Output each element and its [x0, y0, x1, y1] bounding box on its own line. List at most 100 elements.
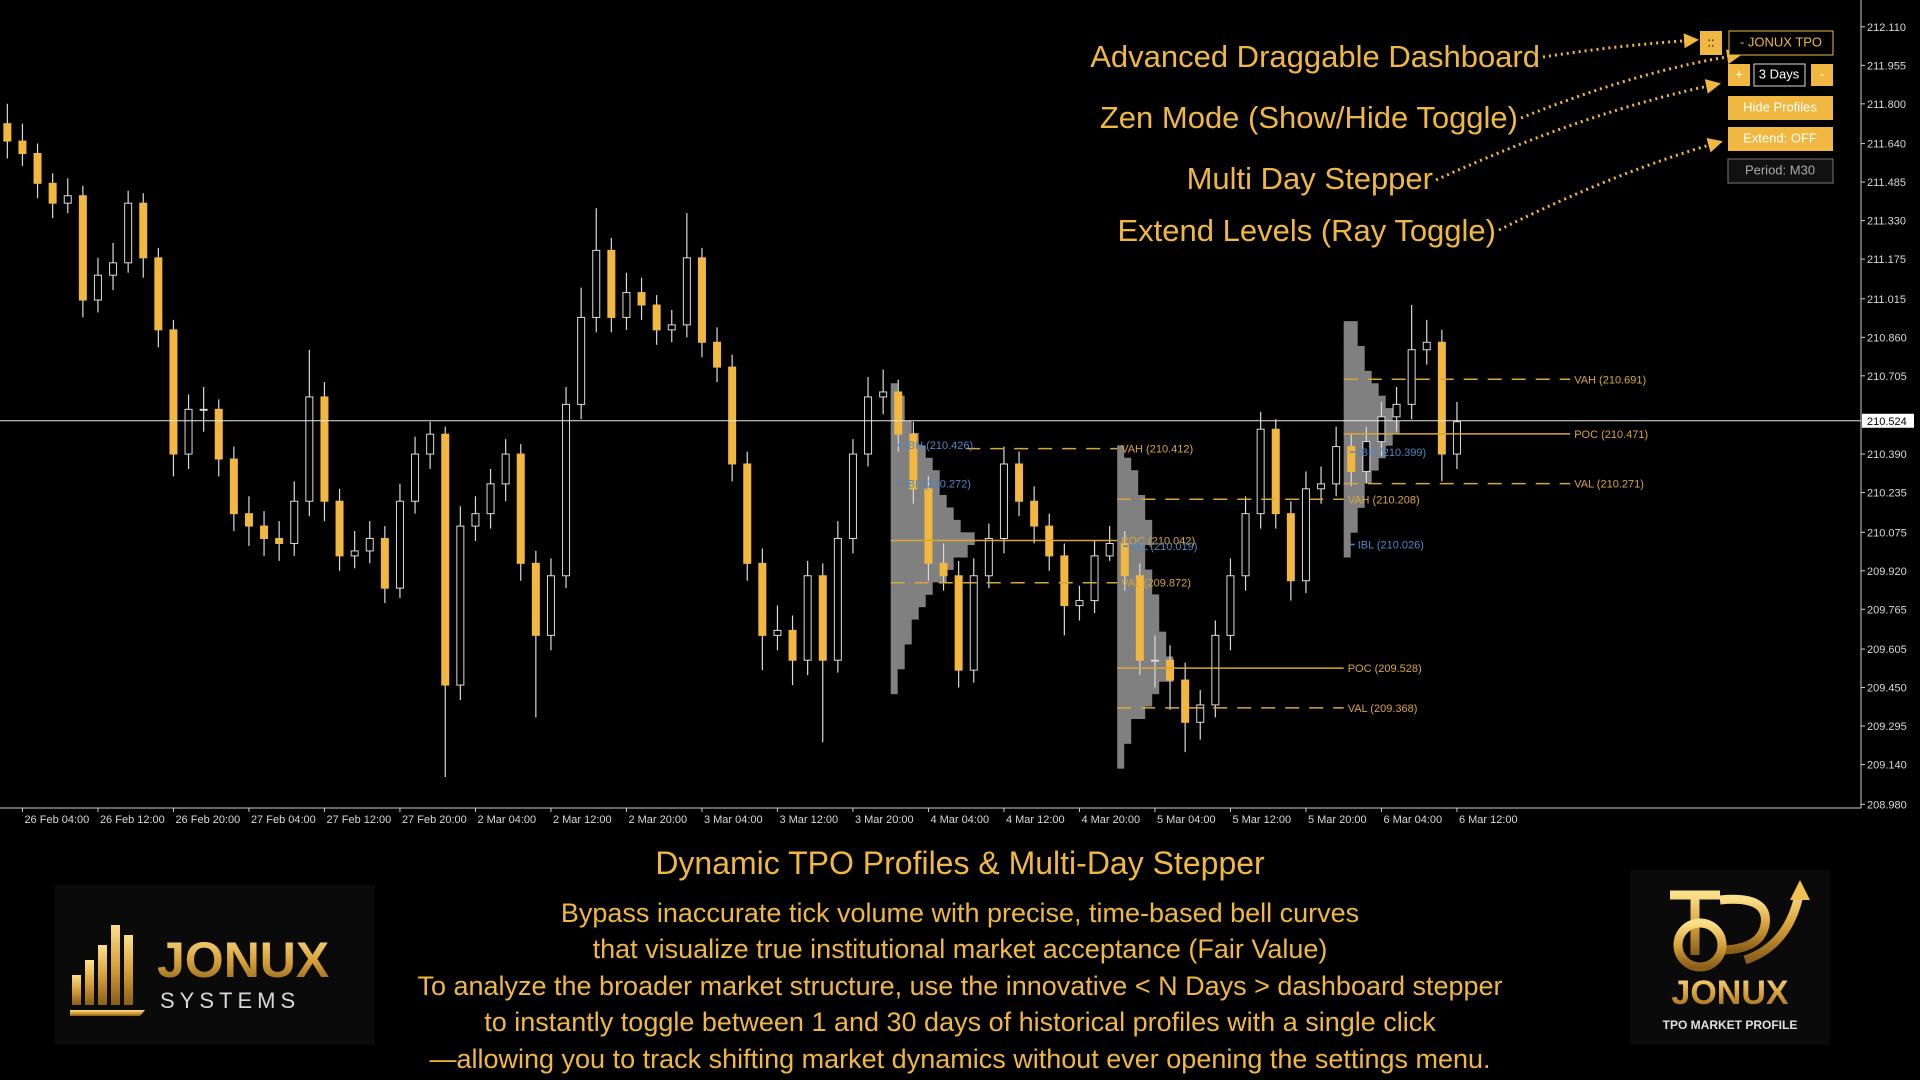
level-label: POC (210.042) [1121, 535, 1195, 547]
candle-body [743, 463, 752, 564]
hide-profiles-label: Hide Profiles [1743, 99, 1817, 114]
caption-line: Bypass inaccurate tick volume with preci… [561, 898, 1359, 928]
y-tick-label: 208.980 [1867, 799, 1907, 811]
candle-body [169, 329, 178, 455]
candle-body [516, 453, 525, 564]
candle-body [275, 538, 284, 544]
callout-arrow [1435, 79, 1721, 182]
candle-body [199, 408, 208, 411]
candle-body [803, 575, 812, 661]
tpo-row [1343, 470, 1372, 484]
candle-body [939, 562, 948, 577]
plus-button[interactable] [1728, 64, 1750, 86]
level-label: POC (209.528) [1348, 663, 1422, 675]
candle-body [1437, 341, 1446, 455]
current-price-box [1862, 413, 1914, 428]
dashboard: :: - JONUX TPO + 3 Days - Hide Profiles … [1700, 30, 1834, 184]
caption-line: To analyze the broader market structure,… [417, 971, 1502, 1001]
tpo-row [1117, 656, 1174, 670]
candle-body [3, 123, 12, 142]
x-tick-label: 3 Mar 04:00 [704, 814, 763, 826]
callouts: Advanced Draggable Dashboard Zen Mode (S… [1090, 33, 1742, 248]
x-tick-label: 26 Feb 12:00 [100, 814, 165, 826]
candle-body [1105, 542, 1114, 557]
tpo-row [1117, 668, 1174, 682]
candle-body [984, 538, 993, 577]
candle-body [1452, 421, 1461, 455]
logo-name: JONUX [1671, 974, 1788, 1012]
x-tick-label: 6 Mar 12:00 [1459, 814, 1518, 826]
dashboard-title[interactable] [1728, 30, 1834, 56]
drag-handle-label: :: [1707, 34, 1714, 49]
logo-sub: TPO MARKET PROFILE [1663, 1018, 1798, 1032]
tpo-row [890, 581, 933, 595]
tpo-row [1117, 507, 1146, 521]
tpo-row [1343, 420, 1400, 434]
caption: Dynamic TPO Profiles & Multi-Day Stepper… [417, 845, 1502, 1074]
candle-body [1075, 600, 1084, 607]
candle-body [1030, 500, 1039, 527]
level-label: VAL (209.368) [1348, 703, 1418, 715]
candle-body [335, 500, 344, 557]
level-label: VAH (210.412) [1121, 444, 1193, 456]
candle-body [486, 483, 495, 515]
tpo-row [890, 681, 898, 695]
x-tick-label: 2 Mar 20:00 [628, 814, 687, 826]
callout: Zen Mode (Show/Hide Toggle) [1100, 100, 1518, 135]
candle-body [1196, 704, 1205, 723]
extend-button[interactable] [1728, 127, 1833, 151]
y-tick-label: 211.175 [1867, 254, 1906, 266]
candle-body [471, 513, 480, 527]
candle-body [290, 500, 299, 544]
x-tick-label: 27 Feb 12:00 [326, 814, 391, 826]
y-tick-label: 211.800 [1867, 99, 1906, 111]
candle-body [637, 292, 646, 306]
candle-body [833, 538, 842, 661]
candle-body [365, 538, 374, 552]
logo-icon [70, 925, 145, 1016]
tpo-row [1117, 755, 1125, 769]
x-tick-label: 3 Mar 12:00 [779, 814, 838, 826]
candle-body [380, 538, 389, 589]
callout: Extend Levels (Ray Toggle) [1117, 213, 1496, 248]
y-tick-label: 210.860 [1867, 332, 1907, 344]
caption-title: Dynamic TPO Profiles & Multi-Day Stepper [655, 845, 1265, 881]
tpo-row [1343, 370, 1372, 384]
tpo-row [1343, 395, 1386, 409]
drag-handle[interactable] [1700, 31, 1722, 55]
logo-sub: SYSTEMS [160, 988, 300, 1013]
candle-body [682, 257, 691, 326]
y-tick-label: 211.015 [1867, 294, 1906, 306]
candle-body [350, 550, 359, 557]
tpo-row [890, 594, 926, 608]
candle-body [456, 525, 465, 686]
hide-profiles-button[interactable] [1728, 96, 1833, 120]
x-tick-label: 5 Mar 12:00 [1232, 814, 1291, 826]
days-display [1753, 63, 1806, 87]
candle-body [1301, 488, 1310, 582]
candle-body [697, 257, 706, 343]
tpo-row [890, 495, 947, 508]
tpo-row [890, 619, 912, 633]
tpo-row [890, 557, 954, 570]
x-tick-label: 2 Mar 12:00 [553, 814, 612, 826]
candle-body [818, 575, 827, 661]
tpo-row [1117, 706, 1146, 719]
x-tick-label: 27 Feb 04:00 [251, 814, 316, 826]
callout: Multi Day Stepper [1187, 161, 1433, 196]
level-label: VAH (210.208) [1348, 494, 1420, 506]
logo-name: JONUX [157, 932, 329, 988]
tpo-row [1343, 333, 1358, 347]
minus-button[interactable] [1811, 64, 1833, 86]
candle-body [1120, 542, 1129, 577]
candle-body [848, 453, 857, 540]
x-tick-label: 5 Mar 04:00 [1157, 814, 1216, 826]
candle-body [1181, 679, 1190, 723]
tpo-row [890, 644, 905, 657]
plot-area: VAH (210.412) POC (210.042) VAL (209.872) I… [0, 103, 1861, 777]
y-tick-label: 209.765 [1867, 604, 1907, 616]
plus-label: + [1735, 66, 1743, 81]
tpo-row [1117, 718, 1132, 732]
y-tick-label: 209.295 [1867, 721, 1907, 733]
candle-body [1166, 659, 1175, 681]
